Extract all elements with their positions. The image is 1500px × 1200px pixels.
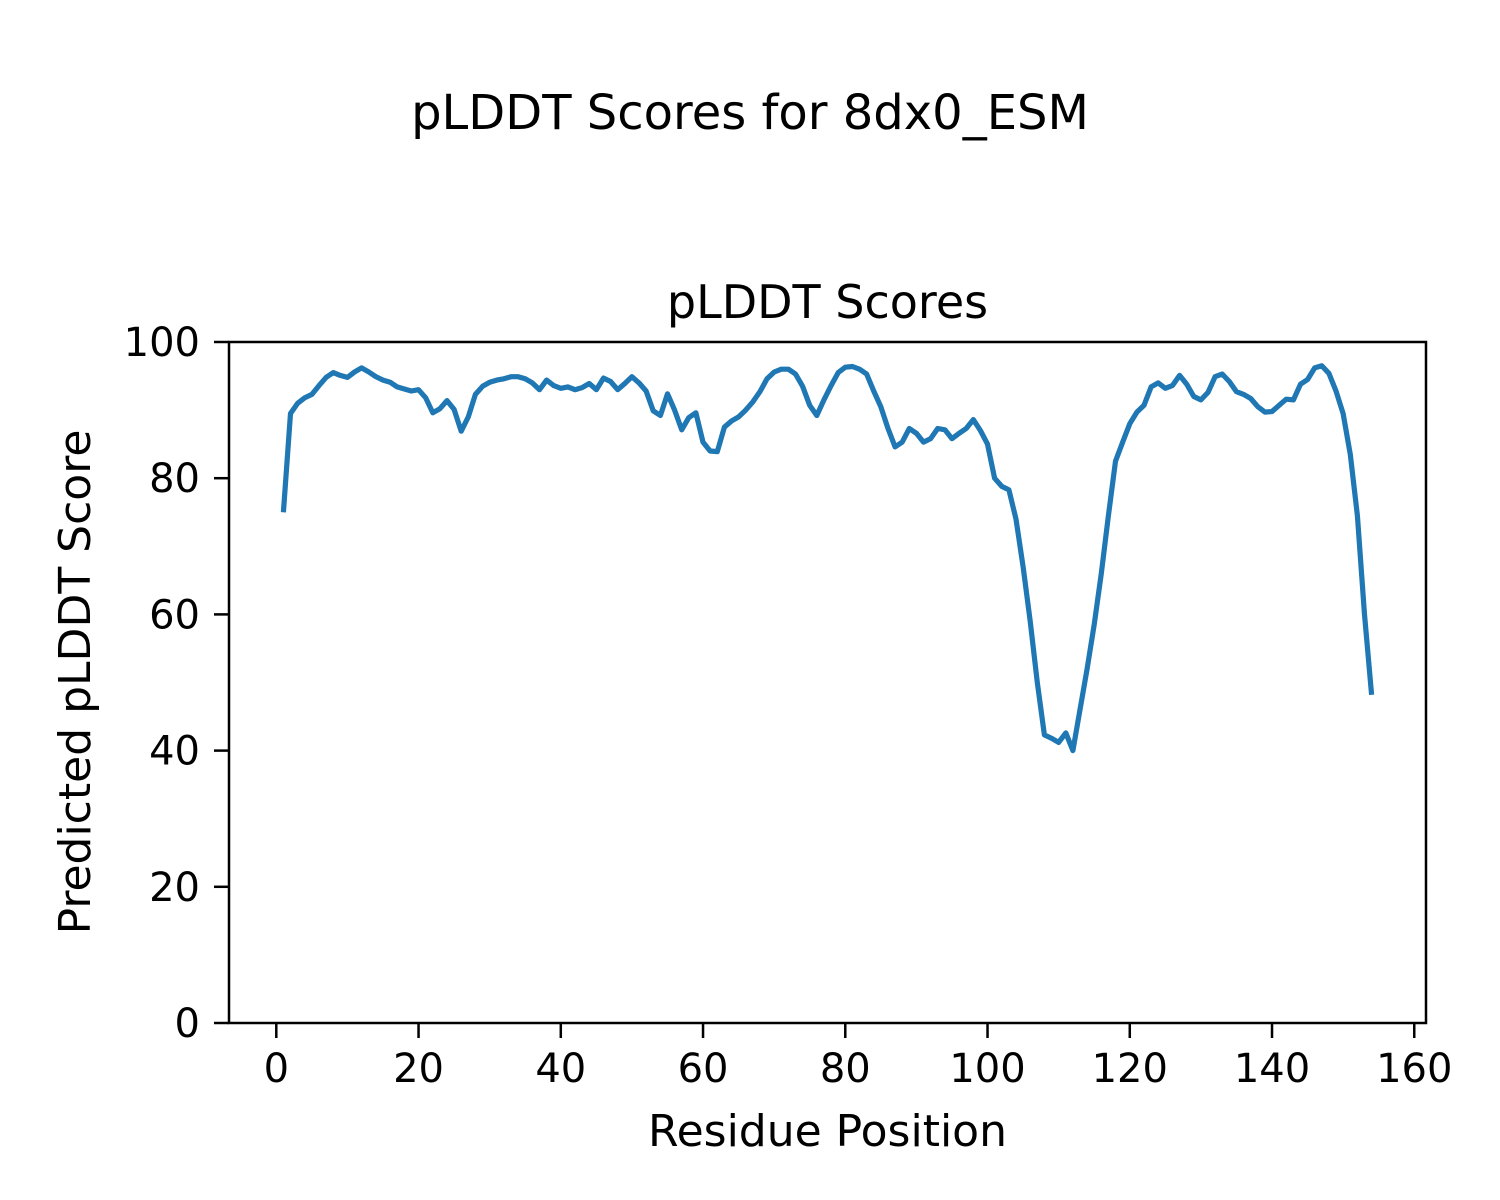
y-tick-label: 80 xyxy=(149,456,200,502)
axis-tick-labels: 0 20 40 60 80 100 120 140 160 0 20 40 60 80 100 xyxy=(124,320,1453,1092)
y-tick-label: 20 xyxy=(149,865,200,911)
y-tick-label: 100 xyxy=(124,320,200,366)
axis-ticks xyxy=(214,340,1416,1038)
y-tick-label: 60 xyxy=(149,592,200,638)
y-tick-label: 0 xyxy=(175,1001,200,1047)
x-axis-label: Residue Position xyxy=(647,1106,1007,1157)
x-tick-label: 120 xyxy=(1092,1046,1168,1092)
x-tick-label: 100 xyxy=(949,1046,1025,1092)
x-tick-label: 60 xyxy=(678,1046,729,1092)
plddt-line-series xyxy=(280,363,1375,754)
x-tick-label: 40 xyxy=(535,1046,586,1092)
axes-title: pLDDT Scores xyxy=(666,275,989,329)
x-tick-label: 20 xyxy=(393,1046,444,1092)
x-tick-label: 140 xyxy=(1234,1046,1310,1092)
figure-title: pLDDT Scores for 8dx0_ESM xyxy=(411,85,1089,141)
x-tick-label: 80 xyxy=(820,1046,871,1092)
x-tick-label: 0 xyxy=(264,1046,289,1092)
x-tick-label: 160 xyxy=(1376,1046,1452,1092)
axes-spines xyxy=(227,340,1428,1025)
y-tick-label: 40 xyxy=(149,729,200,775)
